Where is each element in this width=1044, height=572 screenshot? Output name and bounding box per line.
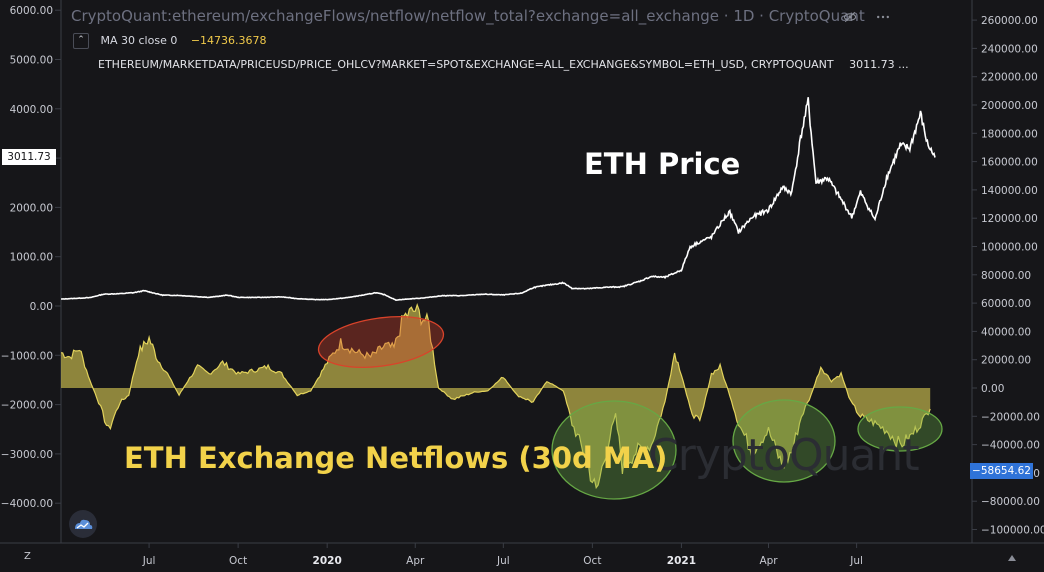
netflow-area bbox=[61, 304, 931, 488]
right-axis-tick-label: −40000.00 bbox=[981, 440, 1040, 452]
eth-price-line bbox=[61, 97, 936, 302]
left-axis-tick-label: 0.00 bbox=[30, 301, 53, 313]
right-axis-tick-label: 200000.00 bbox=[981, 100, 1038, 112]
green-highlight-ellipse bbox=[732, 399, 836, 483]
eye-off-icon[interactable] bbox=[842, 10, 858, 24]
right-axis-tick-label: 0.00 bbox=[981, 383, 1004, 395]
left-axis-tick-label: 1000.00 bbox=[10, 252, 53, 264]
left-axis-tick-label: 6000.00 bbox=[10, 5, 53, 17]
x-axis-tick-label: 2021 bbox=[667, 555, 696, 567]
eth-netflow-annotation: ETH Exchange Netflows (30d MA) bbox=[124, 441, 668, 475]
x-axis-tick-label: Oct bbox=[229, 555, 247, 567]
x-axis-tick-label: Oct bbox=[583, 555, 601, 567]
netflow-last-value-tag: −58654.62 bbox=[970, 463, 1033, 479]
ma-legend-row: ⌃ MA 30 close 0 −14736.3678 bbox=[73, 33, 267, 49]
price-series-label: ETHEREUM/MARKETDATA/PRICEUSD/PRICE_OHLCV… bbox=[98, 58, 834, 71]
right-axis-tick-label: −80000.00 bbox=[981, 496, 1040, 508]
chart-title: CryptoQuant:ethereum/exchangeFlows/netfl… bbox=[71, 7, 865, 25]
ma-label: MA 30 close 0 bbox=[100, 34, 178, 47]
x-axis-tick-label: 2020 bbox=[313, 555, 342, 567]
right-axis-tick-label: 260000.00 bbox=[981, 15, 1038, 27]
right-axis-tick-label: 100000.00 bbox=[981, 242, 1038, 254]
ma-value: −14736.3678 bbox=[190, 34, 267, 47]
right-axis-tick-label: 20000.00 bbox=[981, 355, 1031, 367]
right-axis-tick-label: −20000.00 bbox=[981, 411, 1040, 423]
chevron-up-icon[interactable]: ⌃ bbox=[73, 33, 89, 49]
zoom-reset-button[interactable]: Z bbox=[24, 551, 31, 562]
right-axis-tick-label: 120000.00 bbox=[981, 213, 1038, 225]
right-axis-tick-label: 60000.00 bbox=[981, 298, 1031, 310]
right-axis-tick-label: 240000.00 bbox=[981, 43, 1038, 55]
red-highlight-ellipse bbox=[317, 316, 445, 368]
price-legend-row: ETHEREUM/MARKETDATA/PRICEUSD/PRICE_OHLCV… bbox=[98, 58, 909, 71]
price-last-value-tag: 3011.73 bbox=[2, 149, 56, 165]
x-axis-tick-label: Jul bbox=[496, 555, 510, 567]
left-axis-tick-label: −1000.00 bbox=[1, 350, 53, 362]
right-axis-tick-label: 220000.00 bbox=[981, 72, 1038, 84]
green-highlight-ellipse bbox=[551, 400, 677, 500]
right-axis-tick-label: 140000.00 bbox=[981, 185, 1038, 197]
left-axis-tick-label: −3000.00 bbox=[1, 449, 53, 461]
left-axis-tick-label: 5000.00 bbox=[10, 55, 53, 67]
left-axis-tick-label: −4000.00 bbox=[1, 498, 53, 510]
right-axis-tick-label: −100000.00 bbox=[981, 525, 1044, 537]
x-axis-tick-label: Jul bbox=[849, 555, 863, 567]
right-axis-tick-label: 160000.00 bbox=[981, 157, 1038, 169]
left-axis-tick-label: 2000.00 bbox=[10, 202, 53, 214]
eth-price-annotation: ETH Price bbox=[584, 147, 741, 181]
netflow-line bbox=[60, 303, 931, 490]
cloud-logo-icon bbox=[75, 519, 93, 529]
watermark-text: CryptoQuant bbox=[648, 430, 920, 481]
right-axis-tick-label: 180000.00 bbox=[981, 128, 1038, 140]
price-series-value: 3011.73 ... bbox=[849, 58, 909, 71]
green-highlight-ellipse bbox=[857, 406, 943, 452]
more-icon[interactable] bbox=[875, 10, 891, 24]
x-axis-tick-label: Apr bbox=[759, 555, 778, 567]
x-axis-tick-label: Jul bbox=[142, 555, 156, 567]
left-axis-tick-label: −2000.00 bbox=[1, 400, 53, 412]
cryptoquant-logo-button[interactable] bbox=[69, 510, 97, 538]
left-axis-tick-label: 4000.00 bbox=[10, 104, 53, 116]
x-axis-tick-label: Apr bbox=[406, 555, 425, 567]
right-axis-tick-label: 40000.00 bbox=[981, 326, 1031, 338]
right-axis-tick-label: 80000.00 bbox=[981, 270, 1031, 282]
settings-triangle-icon bbox=[1008, 555, 1016, 561]
